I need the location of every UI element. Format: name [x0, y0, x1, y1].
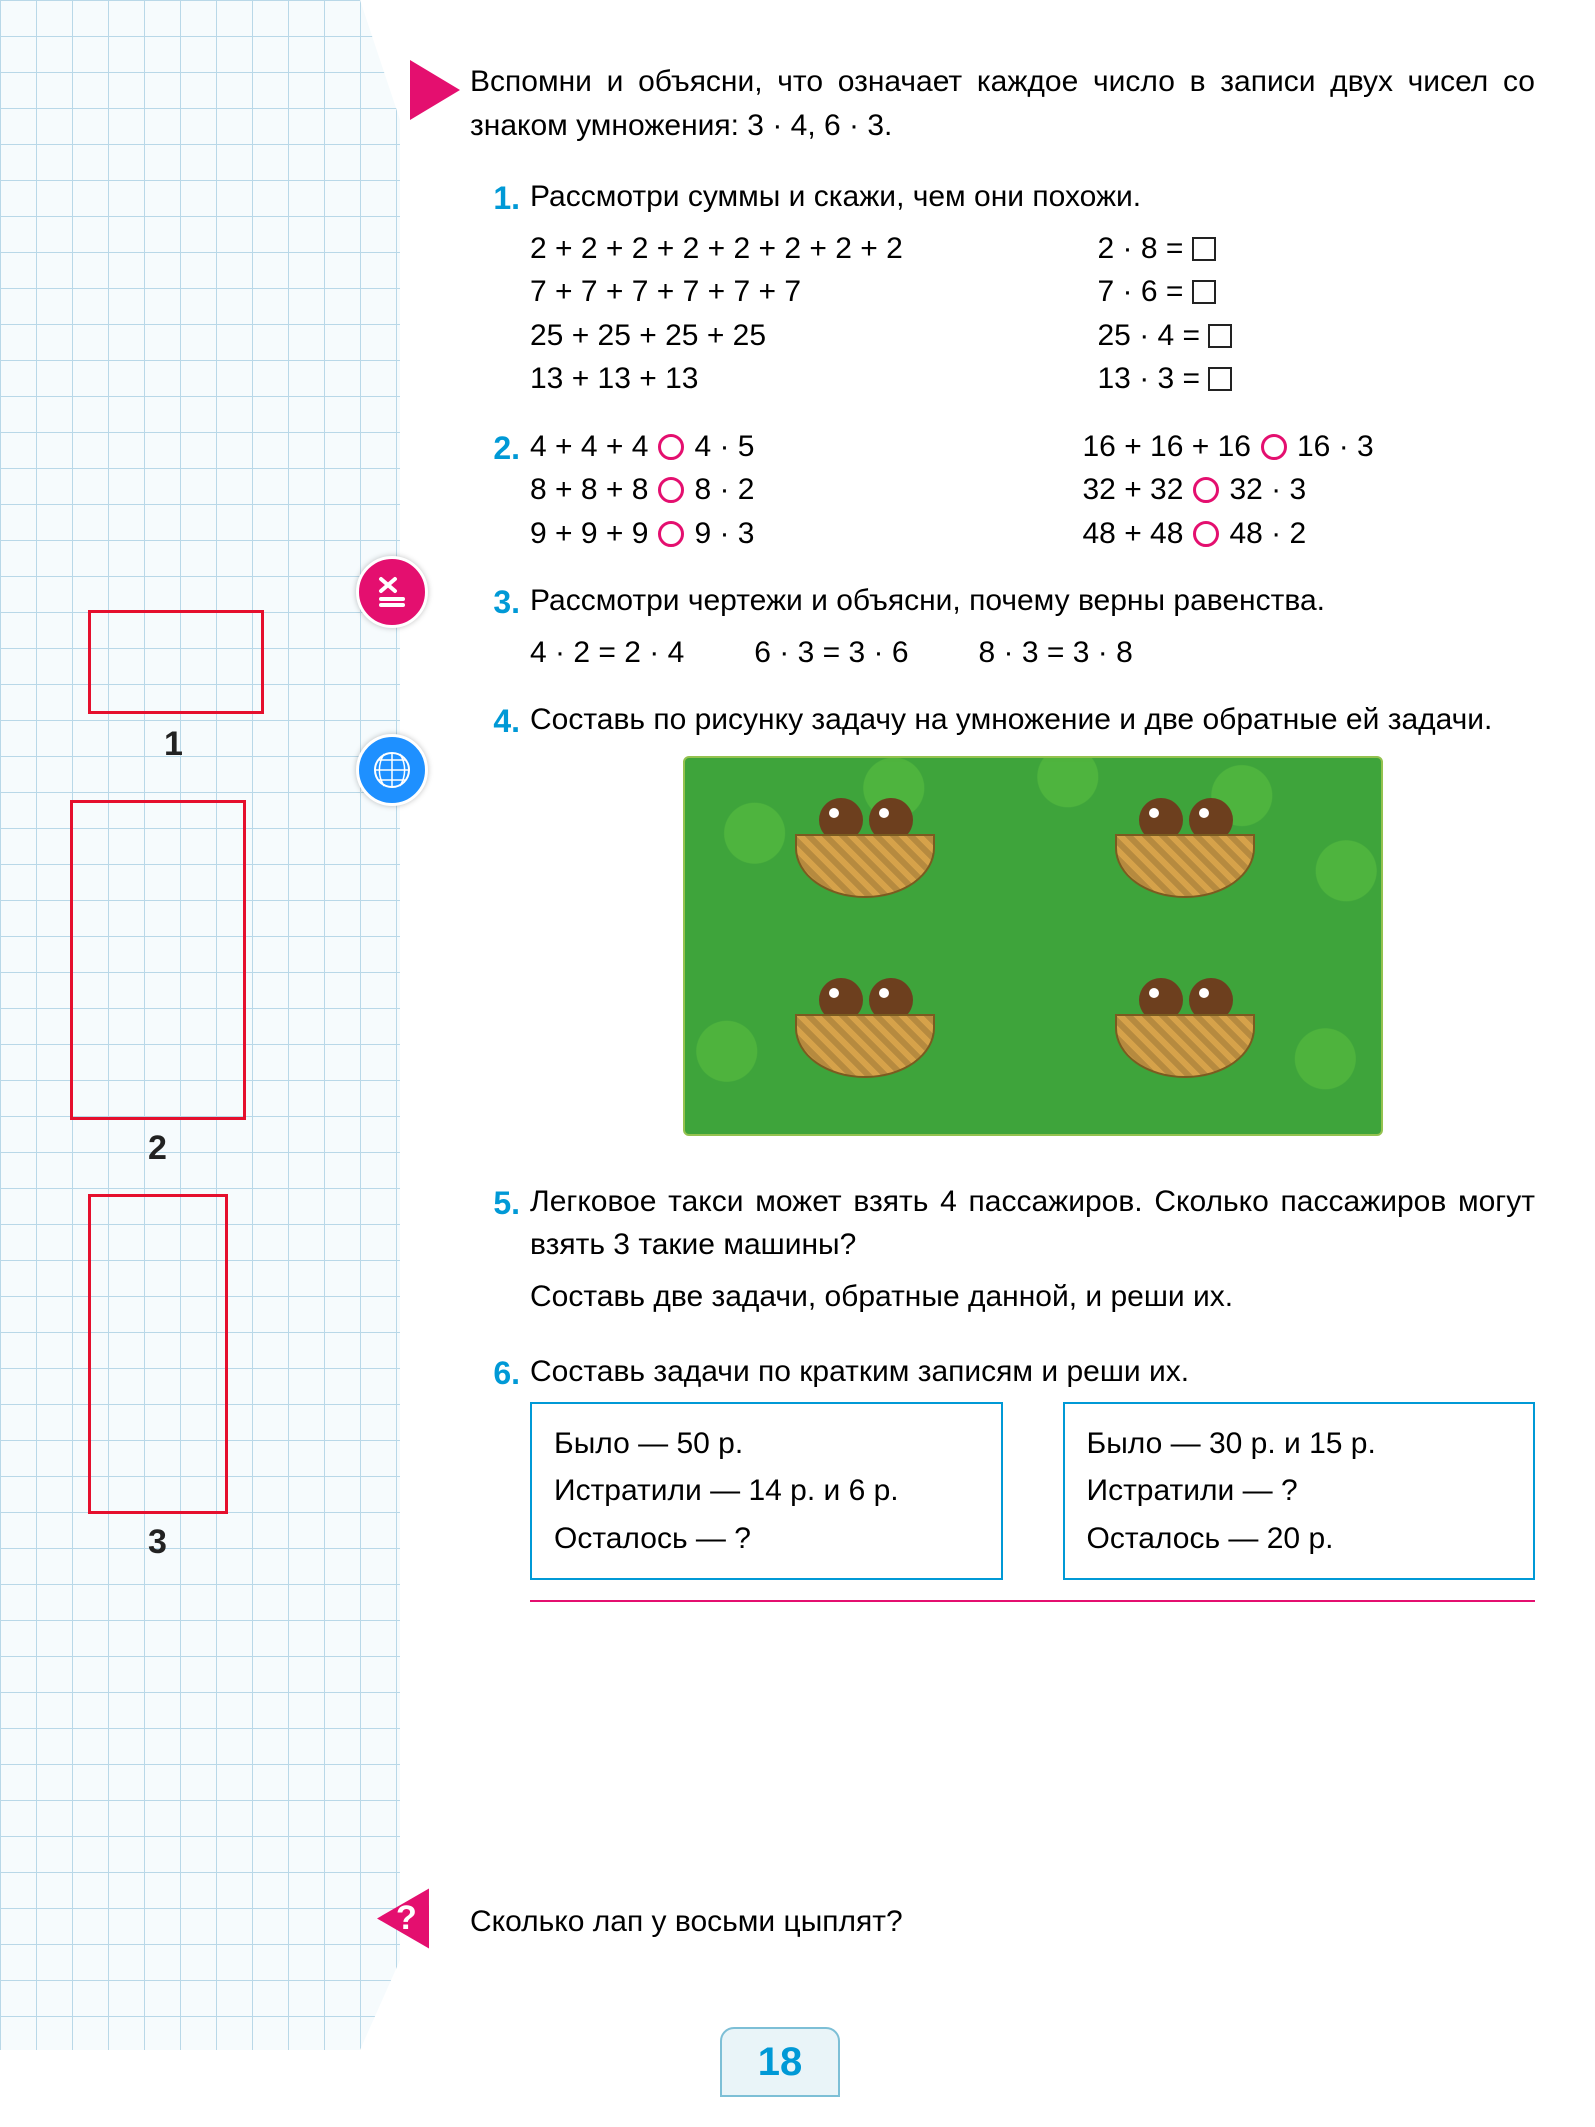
- task6-box-2: Было — 30 р. и 15 р. Истратили — ? Остал…: [1063, 1402, 1536, 1581]
- bottom-question-text: Сколько лап у восьми цыплят?: [470, 1900, 1535, 1944]
- box-line: Осталось — 20 р.: [1087, 1517, 1512, 1561]
- task4-prompt: Составь по рисунку задачу на умножение и…: [530, 698, 1535, 742]
- box-line: Было — 30 р. и 15 р.: [1087, 1422, 1512, 1466]
- compare-placeholder-icon: [658, 521, 684, 547]
- task3-prompt: Рассмотри чертежи и объясни, почему верн…: [530, 579, 1535, 623]
- box-line: Истратили — ?: [1087, 1469, 1512, 1513]
- t1-sum-row: 25 + 25 + 25 + 25: [530, 314, 968, 358]
- compare-placeholder-icon: [1193, 477, 1219, 503]
- red-rectangle-2: [70, 800, 246, 1120]
- bottom-question: Сколько лап у восьми цыплят?: [470, 1900, 1535, 1944]
- t3-eq: 6 · 3 = 3 · 6: [754, 631, 908, 675]
- compare-placeholder-icon: [1193, 521, 1219, 547]
- task6-prompt: Составь задачи по кратким записям и реши…: [530, 1350, 1535, 1394]
- t1-mul-row: 2 · 8 =: [1098, 227, 1536, 271]
- task-5: 5. Легковое такси может взять 4 пассажир…: [530, 1180, 1535, 1327]
- basket-icon: [795, 1014, 935, 1078]
- box-line: Осталось — ?: [554, 1517, 979, 1561]
- t1-sum-row: 2 + 2 + 2 + 2 + 2 + 2 + 2 + 2: [530, 227, 968, 271]
- task5-p1: Легковое такси может взять 4 пассажиров.…: [530, 1180, 1535, 1267]
- task1-prompt: Рассмотри суммы и скажи, чем они похожи.: [530, 175, 1535, 219]
- task-3: 3. Рассмотри чертежи и объясни, почему в…: [530, 579, 1535, 674]
- basket-icon: [1115, 1014, 1255, 1078]
- compare-placeholder-icon: [658, 477, 684, 503]
- section-marker-icon: [410, 60, 460, 120]
- task1-sums: 2 + 2 + 2 + 2 + 2 + 2 + 2 + 2 7 + 7 + 7 …: [530, 227, 968, 401]
- nest-icon: [795, 988, 935, 1078]
- intro-text: Вспомни и объясни, что означает каждое ч…: [470, 60, 1535, 147]
- task-1: 1. Рассмотри суммы и скажи, чем они похо…: [530, 175, 1535, 401]
- basket-icon: [795, 834, 935, 898]
- rect-label-1: 1: [164, 720, 183, 769]
- bush-icon: [685, 758, 1381, 1134]
- box-line: Было — 50 р.: [554, 1422, 979, 1466]
- question-mark-icon: ?: [396, 1894, 417, 1943]
- t2-row: 32 + 3232 · 3: [1083, 468, 1536, 512]
- t2-row: 16 + 16 + 1616 · 3: [1083, 425, 1536, 469]
- grid-sidebar: 1 2 3: [0, 0, 400, 2050]
- task6-boxes: Было — 50 р. Истратили — 14 р. и 6 р. Ос…: [530, 1402, 1535, 1581]
- task-4: 4. Составь по рисунку задачу на умножени…: [530, 698, 1535, 1156]
- t1-sum-row: 13 + 13 + 13: [530, 357, 968, 401]
- task-6: 6. Составь задачи по кратким записям и р…: [530, 1350, 1535, 1626]
- result-placeholder-icon: [1192, 280, 1216, 304]
- page: 1 2 3 Вспомни и объясни, что означает ка…: [0, 0, 1595, 2127]
- task-2: 2. 4 + 4 + 44 · 5 8 + 8 + 88 · 2 9 + 9 +…: [530, 425, 1535, 556]
- box-line: Истратили — 14 р. и 6 р.: [554, 1469, 979, 1513]
- task-number: 4.: [470, 698, 520, 744]
- result-placeholder-icon: [1192, 237, 1216, 261]
- t2-row: 4 + 4 + 44 · 5: [530, 425, 983, 469]
- task2-right: 16 + 16 + 1616 · 3 32 + 3232 · 3 48 + 48…: [1083, 425, 1536, 556]
- rect-label-2: 2: [148, 1124, 167, 1173]
- t2-row: 48 + 4848 · 2: [1083, 512, 1536, 556]
- page-number-badge: 18: [720, 2027, 840, 2097]
- t2-row: 8 + 8 + 88 · 2: [530, 468, 983, 512]
- result-placeholder-icon: [1208, 324, 1232, 348]
- nests-illustration: [683, 756, 1383, 1136]
- multiply-equals-icon: [356, 556, 428, 628]
- result-placeholder-icon: [1208, 367, 1232, 391]
- task-number: 3.: [470, 579, 520, 625]
- nest-icon: [1115, 988, 1255, 1078]
- t1-mul-row: 7 · 6 =: [1098, 270, 1536, 314]
- red-rectangle-3: [88, 1194, 228, 1514]
- nest-icon: [795, 808, 935, 898]
- task-number: 1.: [470, 175, 520, 221]
- t2-row: 9 + 9 + 99 · 3: [530, 512, 983, 556]
- task-number: 5.: [470, 1180, 520, 1226]
- task3-equalities: 4 · 2 = 2 · 4 6 · 3 = 3 · 6 8 · 3 = 3 · …: [530, 631, 1535, 675]
- globe-icon: [356, 734, 428, 806]
- page-number: 18: [758, 2033, 803, 2091]
- t1-mul-row: 25 · 4 =: [1098, 314, 1536, 358]
- task1-mults: 2 · 8 = 7 · 6 = 25 · 4 = 13 · 3 =: [1098, 227, 1536, 401]
- task6-box-1: Было — 50 р. Истратили — 14 р. и 6 р. Ос…: [530, 1402, 1003, 1581]
- t3-eq: 4 · 2 = 2 · 4: [530, 631, 684, 675]
- basket-icon: [1115, 834, 1255, 898]
- task5-p2: Составь две задачи, обратные данной, и р…: [530, 1275, 1535, 1319]
- content-column: Вспомни и объясни, что означает каждое ч…: [470, 60, 1535, 1650]
- compare-placeholder-icon: [1261, 434, 1287, 460]
- task2-left: 4 + 4 + 44 · 5 8 + 8 + 88 · 2 9 + 9 + 99…: [530, 425, 983, 556]
- red-rectangle-1: [88, 610, 264, 714]
- task-number: 2.: [470, 425, 520, 471]
- t3-eq: 8 · 3 = 3 · 8: [979, 631, 1133, 675]
- divider: [530, 1600, 1535, 1602]
- task-number: 6.: [470, 1350, 520, 1396]
- t1-mul-row: 13 · 3 =: [1098, 357, 1536, 401]
- question-marker-icon: ?: [400, 1900, 450, 1960]
- sidebar-shapes: 1 2 3: [0, 0, 400, 2050]
- rect-label-3: 3: [148, 1518, 167, 1567]
- compare-placeholder-icon: [658, 434, 684, 460]
- t1-sum-row: 7 + 7 + 7 + 7 + 7 + 7: [530, 270, 968, 314]
- nest-icon: [1115, 808, 1255, 898]
